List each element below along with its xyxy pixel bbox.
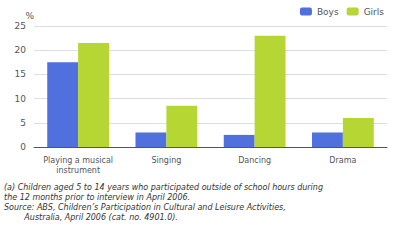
svg-text:15: 15 [15,69,26,79]
svg-text:%: % [25,11,34,21]
svg-text:Source: ABS, Children’s Partic: Source: ABS, Children’s Participation in… [4,203,286,212]
svg-text:Australia, April 2006 (cat. no: Australia, April 2006 (cat. no. 4901.0). [4,213,178,222]
svg-text:Boys: Boys [317,7,339,17]
svg-text:Drama: Drama [329,156,356,165]
svg-text:25: 25 [15,21,26,31]
svg-text:0: 0 [20,142,26,152]
svg-text:instrument: instrument [56,166,100,175]
svg-text:10: 10 [15,94,27,104]
svg-text:(a) Children aged 5 to 14 year: (a) Children aged 5 to 14 years who part… [4,183,323,192]
svg-text:5: 5 [20,118,26,128]
svg-text:Singing: Singing [151,156,181,165]
svg-text:20: 20 [15,45,27,55]
svg-text:the 12 months prior to intervi: the 12 months prior to interview in Apri… [4,193,190,202]
svg-text:Playing a musical: Playing a musical [43,156,113,165]
svg-text:Girls: Girls [364,7,385,17]
svg-text:Dancing: Dancing [238,156,271,165]
